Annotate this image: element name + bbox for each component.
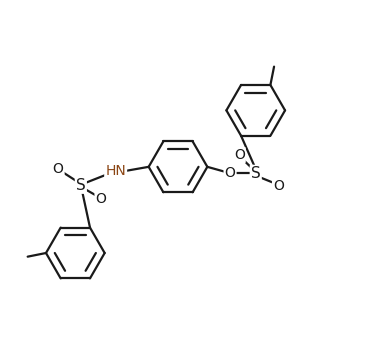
Text: O: O (273, 179, 284, 193)
Text: O: O (95, 192, 106, 206)
Text: S: S (76, 178, 86, 193)
Text: HN: HN (105, 164, 126, 178)
Text: O: O (234, 148, 245, 162)
Text: O: O (225, 166, 236, 181)
Text: O: O (52, 162, 63, 176)
Text: S: S (251, 166, 261, 181)
